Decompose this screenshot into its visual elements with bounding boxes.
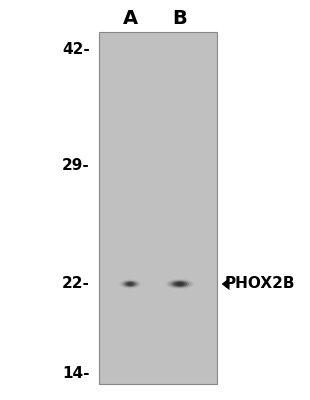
Ellipse shape — [173, 281, 187, 287]
Ellipse shape — [125, 282, 136, 286]
Ellipse shape — [166, 279, 194, 289]
Ellipse shape — [168, 280, 192, 288]
Text: B: B — [172, 8, 187, 28]
Text: PHOX2B: PHOX2B — [225, 276, 295, 292]
Ellipse shape — [170, 281, 189, 287]
Ellipse shape — [123, 281, 138, 287]
Ellipse shape — [175, 282, 185, 286]
Text: 29-: 29- — [62, 158, 90, 174]
Text: 14-: 14- — [62, 366, 90, 382]
Ellipse shape — [177, 282, 183, 286]
Text: 42-: 42- — [62, 42, 90, 58]
Ellipse shape — [126, 282, 134, 286]
Polygon shape — [222, 278, 229, 290]
Bar — [99, 32, 217, 384]
Ellipse shape — [119, 280, 141, 288]
Text: A: A — [123, 8, 138, 28]
Ellipse shape — [128, 282, 133, 286]
Ellipse shape — [121, 280, 140, 288]
Text: 22-: 22- — [62, 276, 90, 292]
